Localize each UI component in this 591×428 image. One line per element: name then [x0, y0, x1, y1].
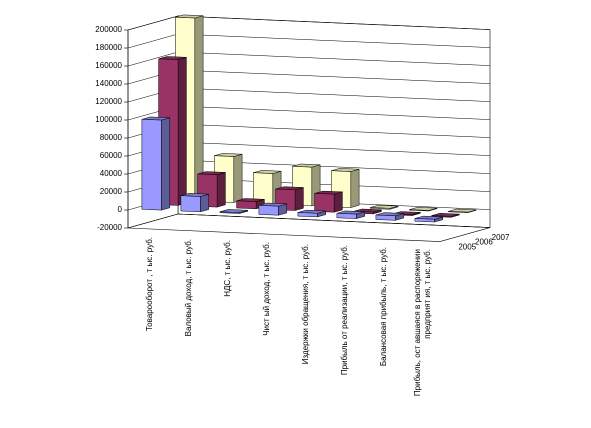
y-tick-label: 120000	[95, 97, 122, 106]
x-tick-label: Товарооборот , т ыс. руб.	[144, 236, 154, 331]
bar	[414, 215, 444, 223]
grid-line	[127, 15, 491, 31]
x-tick-label: Чист ый доход, т ыс. руб.	[261, 241, 271, 336]
bar	[297, 209, 327, 218]
bar	[431, 213, 460, 218]
y-tick-label: 0	[118, 205, 123, 214]
grid-line	[127, 213, 491, 229]
bar-front	[370, 207, 391, 210]
bar	[258, 202, 288, 216]
series-label: 2005	[458, 242, 476, 251]
bar	[336, 210, 366, 219]
bar-front	[336, 213, 357, 219]
bar-front	[375, 214, 396, 221]
x-tick-label: Прибыль, ост авшаяся в распоряжении пред…	[412, 248, 432, 396]
bar-front	[219, 211, 240, 214]
x-tick-label: НДС, т ыс. руб.	[222, 240, 232, 298]
bar-front	[141, 119, 162, 211]
y-tick-label: 200000	[95, 25, 122, 34]
series-label: 2007	[492, 233, 510, 242]
y-tick-label: 160000	[95, 61, 122, 70]
bar-side	[294, 187, 304, 211]
x-tick-label: Издержки обращения, т ыс. руб.	[300, 243, 310, 364]
bar-front	[297, 212, 318, 218]
y-tick-label: 40000	[100, 169, 123, 178]
bar-side	[233, 153, 243, 203]
y-tick-label: 100000	[95, 115, 122, 124]
y-tick-label: 140000	[95, 79, 122, 88]
bar	[375, 212, 405, 221]
y-tick-label: 80000	[100, 133, 123, 142]
bar-side	[200, 193, 210, 213]
bar	[370, 204, 399, 210]
bar-side	[333, 191, 343, 213]
bar	[180, 193, 210, 213]
bar-front	[258, 205, 279, 216]
bar	[314, 190, 343, 213]
bar-side	[350, 168, 360, 208]
y-tick-label: 20000	[100, 187, 123, 196]
bar	[253, 170, 282, 205]
bar-front	[448, 211, 469, 213]
x-tick-label: Прибыль от реализации, т ыс. руб.	[339, 245, 349, 376]
bar-front	[431, 215, 452, 218]
bar-side	[177, 56, 187, 206]
y-tick-label: -20000	[97, 223, 122, 232]
bar-front	[236, 200, 257, 210]
bar	[236, 198, 265, 210]
x-tick-label: Валовый доход, т ыс. руб.	[183, 238, 193, 336]
bar-front	[414, 218, 435, 223]
bar	[219, 209, 249, 214]
series-label: 2006	[475, 238, 493, 247]
y-tick-label: 180000	[95, 43, 122, 52]
bar-front	[409, 209, 430, 212]
bar-side	[161, 117, 171, 211]
bar	[448, 208, 477, 214]
x-tick-label: Балансовая прибыль, т ыс. руб.	[378, 247, 388, 367]
bar	[141, 116, 171, 211]
bar-front	[180, 195, 201, 213]
y-tick-label: 60000	[100, 151, 123, 160]
bar-side	[216, 172, 226, 208]
bar	[409, 207, 438, 212]
bar-front	[314, 193, 335, 213]
